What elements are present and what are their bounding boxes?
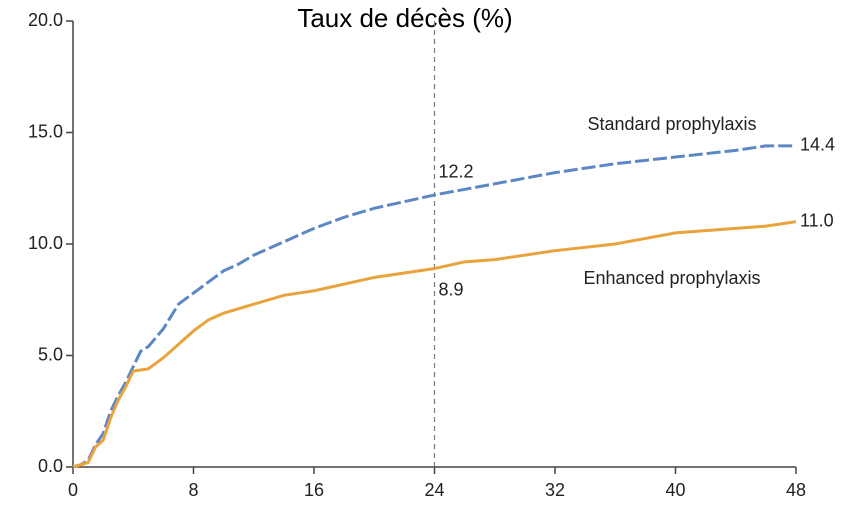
chart-title: Taux de décès (%) <box>297 3 512 33</box>
x-tick-label: 40 <box>665 480 685 500</box>
x-tick-label: 0 <box>68 480 78 500</box>
series-line <box>72 220 797 469</box>
y-tick-label: 10.0 <box>28 233 63 253</box>
series-label: Standard prophylaxis <box>587 114 756 134</box>
series-line <box>72 144 796 469</box>
value-label: 14.4 <box>800 135 835 155</box>
value-label: 11.0 <box>800 210 834 230</box>
y-tick-label: 15.0 <box>28 121 63 141</box>
value-label: 12.2 <box>439 162 474 182</box>
x-tick-label: 24 <box>424 480 444 500</box>
x-tick-label: 32 <box>545 480 565 500</box>
y-tick-label: 5.0 <box>38 344 63 364</box>
y-tick-label: 20.0 <box>28 10 63 30</box>
x-tick-label: 8 <box>188 480 198 500</box>
y-tick-label: 0.0 <box>38 456 63 476</box>
series-label: Enhanced prophylaxis <box>583 268 760 288</box>
value-label: 8.9 <box>439 279 464 299</box>
x-tick-label: 16 <box>304 480 324 500</box>
x-tick-label: 48 <box>786 480 806 500</box>
